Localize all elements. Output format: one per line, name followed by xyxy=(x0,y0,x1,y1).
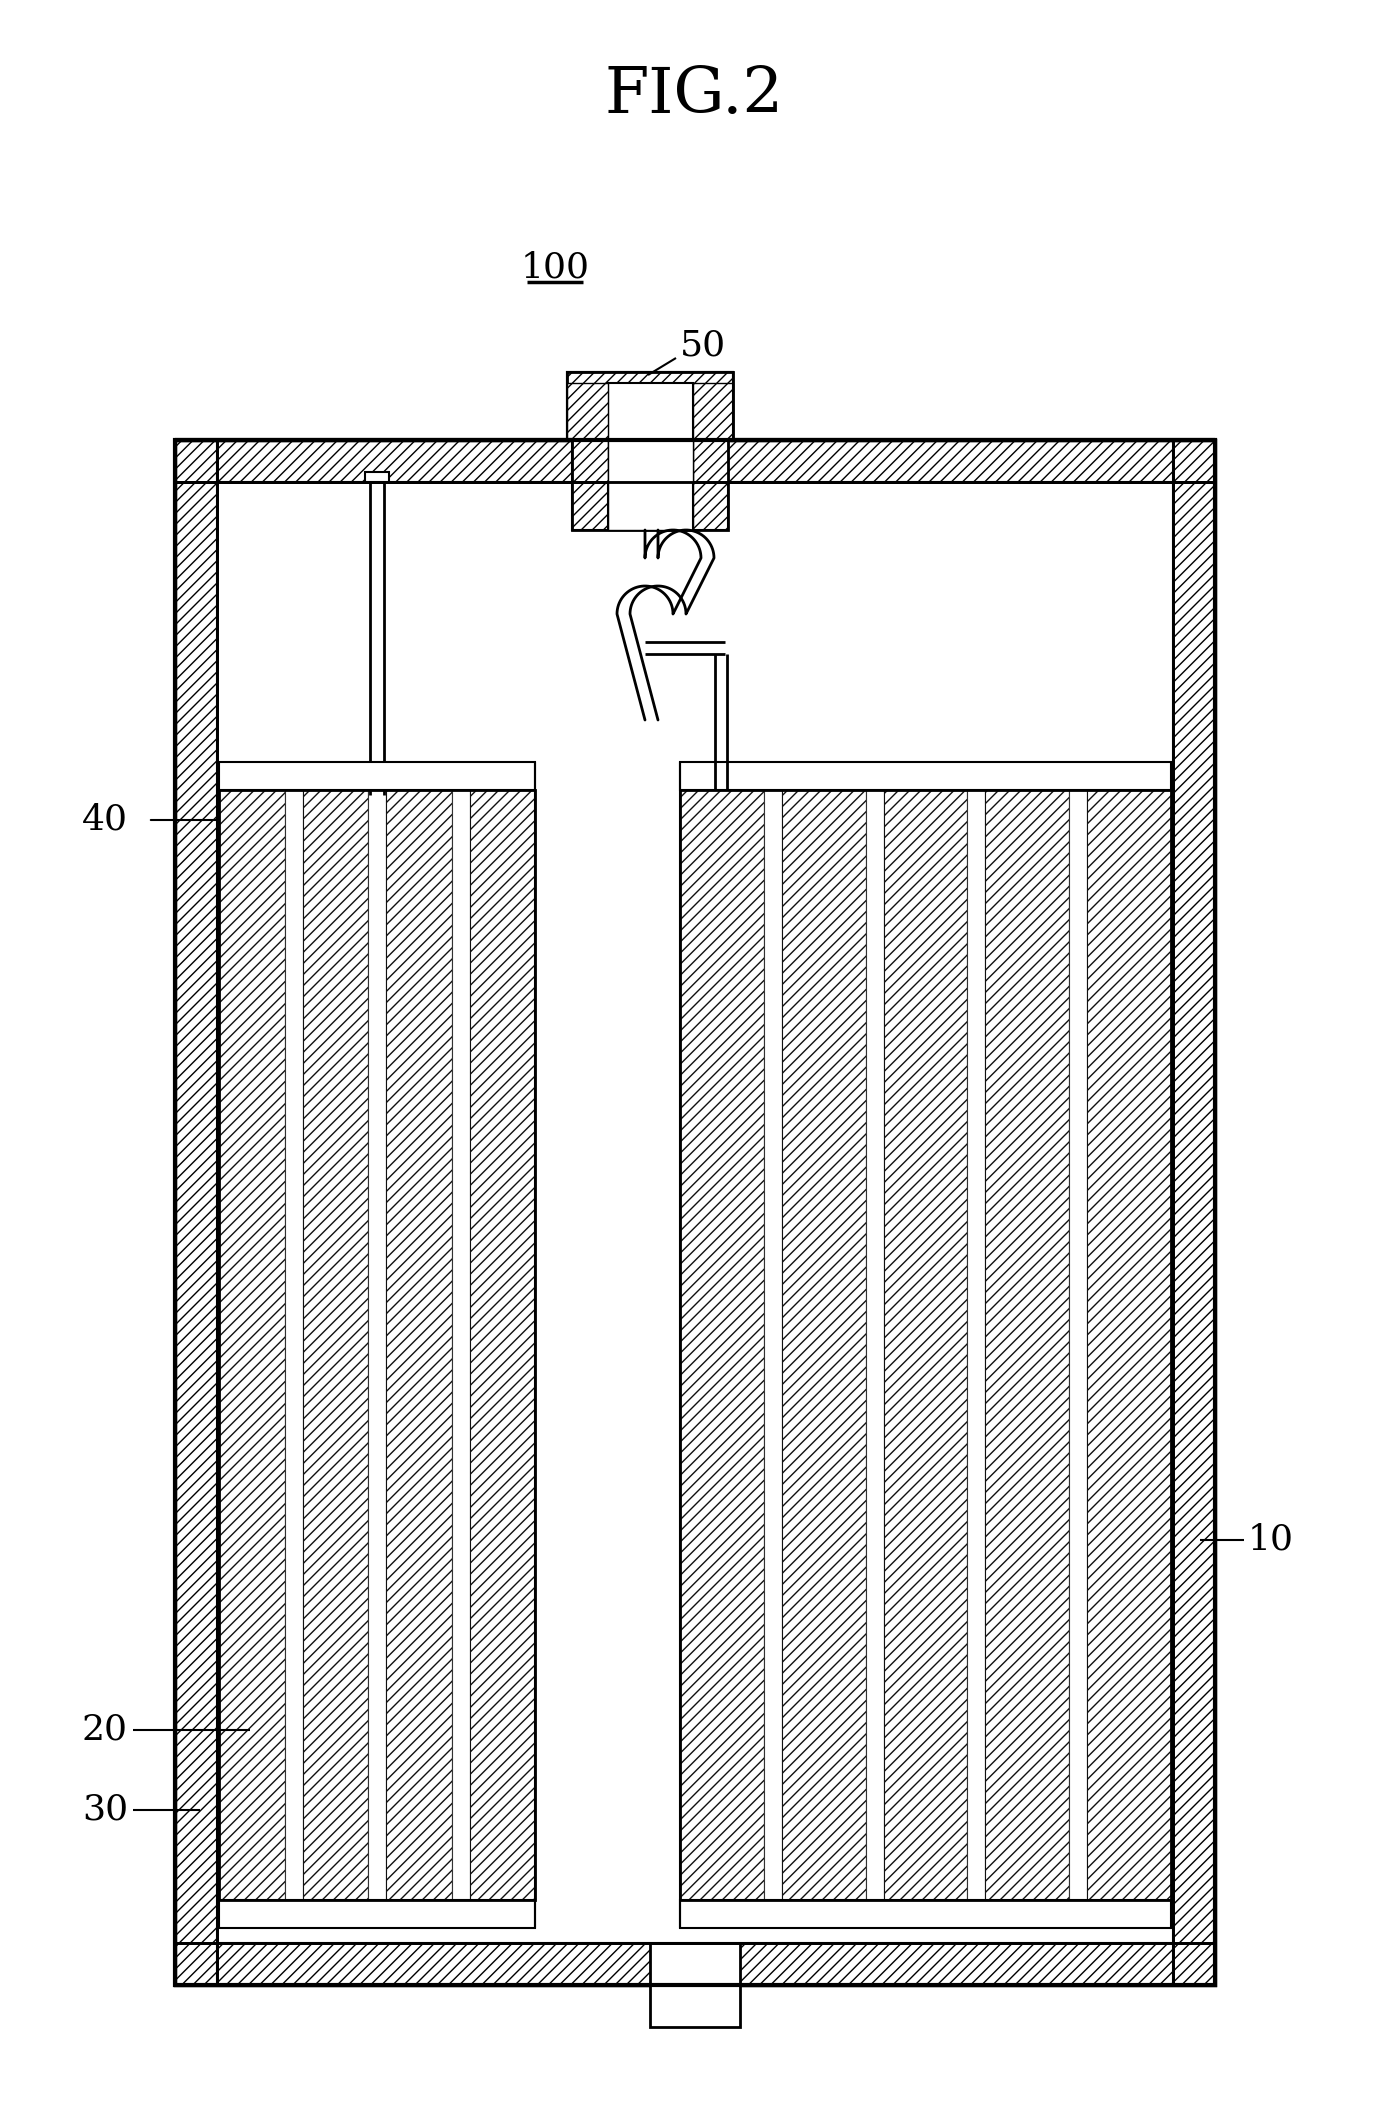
Bar xyxy=(175,441,1215,1986)
Bar xyxy=(451,790,469,1899)
Bar xyxy=(572,441,608,483)
Bar xyxy=(219,790,535,1899)
Bar xyxy=(681,790,1171,1899)
Bar xyxy=(175,441,217,1986)
Bar xyxy=(1088,790,1171,1899)
Bar xyxy=(175,1944,1215,1986)
Bar xyxy=(681,790,764,1899)
Bar xyxy=(365,472,389,483)
Text: 20: 20 xyxy=(82,1714,128,1748)
Bar xyxy=(386,790,451,1899)
Bar xyxy=(219,1899,535,1929)
Text: 10: 10 xyxy=(1247,1522,1295,1558)
Bar xyxy=(985,790,1070,1899)
Bar xyxy=(469,790,535,1899)
Bar xyxy=(865,790,883,1899)
Bar xyxy=(883,790,967,1899)
Text: FIG.2: FIG.2 xyxy=(606,65,783,126)
Bar xyxy=(967,790,985,1899)
Bar xyxy=(681,790,1171,1899)
Bar xyxy=(219,761,535,790)
Bar xyxy=(1070,790,1088,1899)
Text: 100: 100 xyxy=(521,251,589,285)
Bar xyxy=(567,384,608,441)
Bar xyxy=(693,441,728,483)
Bar xyxy=(219,790,535,1899)
Bar xyxy=(535,761,681,1929)
Bar xyxy=(782,790,865,1899)
Bar xyxy=(764,790,782,1899)
Bar xyxy=(175,441,1215,1986)
Bar xyxy=(693,384,733,441)
Bar xyxy=(572,483,728,529)
Bar xyxy=(368,790,386,1899)
Bar xyxy=(681,1899,1171,1929)
Bar xyxy=(285,790,303,1899)
Bar xyxy=(303,790,368,1899)
Bar xyxy=(608,441,693,483)
Bar xyxy=(219,790,285,1899)
Bar xyxy=(681,761,1171,790)
Text: 30: 30 xyxy=(82,1794,128,1828)
Bar xyxy=(567,371,733,441)
Bar xyxy=(728,441,1215,483)
Bar xyxy=(608,483,693,529)
Bar xyxy=(650,1944,740,2028)
Bar xyxy=(567,371,733,441)
Text: 40: 40 xyxy=(82,803,128,837)
Bar xyxy=(567,371,733,441)
Text: 50: 50 xyxy=(681,329,726,363)
Bar xyxy=(1172,441,1215,1986)
Bar xyxy=(175,441,572,483)
Bar xyxy=(572,483,728,529)
Bar xyxy=(608,384,693,441)
